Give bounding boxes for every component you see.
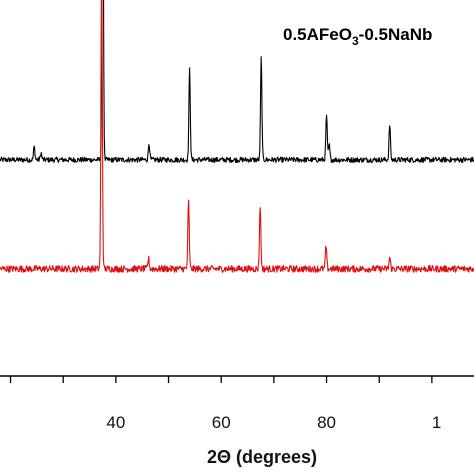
x-tick-label-100: 1 xyxy=(432,413,441,432)
x-tick-label-40: 40 xyxy=(106,413,125,432)
series-layer xyxy=(0,0,474,273)
annotation-base: 0.5AFeO xyxy=(283,25,352,44)
annotation-rest: -0.5NaNb xyxy=(359,25,433,44)
x-tick-label-60: 60 xyxy=(212,413,231,432)
annotation-subscript: 3 xyxy=(352,34,359,48)
x-tick-layer: 40 60 80 1 xyxy=(9,376,441,432)
x-tick-label-80: 80 xyxy=(317,413,336,432)
sample-annotation: 0.5AFeO3-0.5NaNb xyxy=(283,25,432,48)
x-axis-title: 2Θ (degrees) xyxy=(207,447,317,467)
xrd-pattern-series-2 xyxy=(0,0,474,273)
xrd-pattern-series-1 xyxy=(0,0,474,163)
